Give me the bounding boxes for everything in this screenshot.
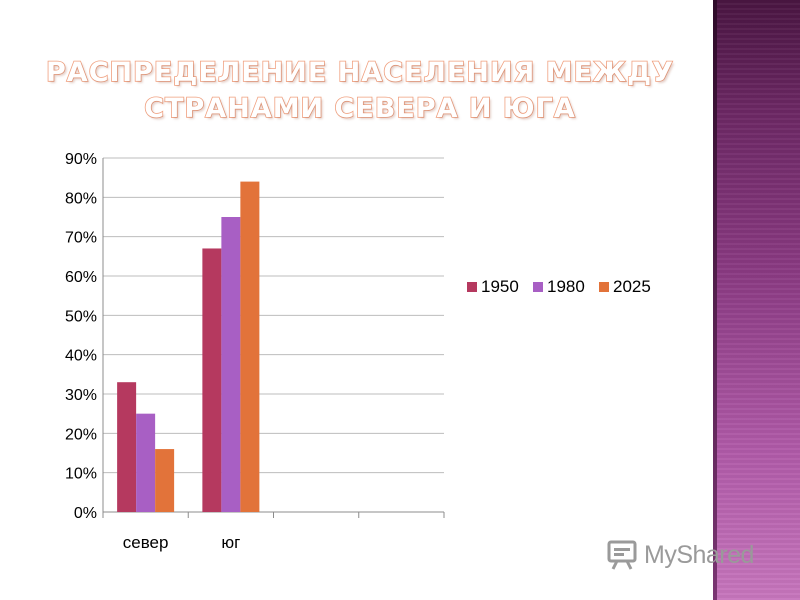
y-tick-label: 90% xyxy=(65,151,97,168)
bar-юг-1980 xyxy=(221,217,241,512)
chart-bars xyxy=(117,181,260,512)
chart-gridlines xyxy=(103,157,444,474)
presentation-board-icon xyxy=(607,540,637,570)
legend-swatch-2025 xyxy=(599,282,609,292)
y-tick-label: 60% xyxy=(65,269,97,286)
y-tick-label: 70% xyxy=(65,230,97,247)
bar-юг-2025 xyxy=(240,181,260,512)
bar-север-2025 xyxy=(155,449,175,512)
legend-label-2025: 2025 xyxy=(613,277,651,296)
bar-север-1980 xyxy=(136,413,156,512)
x-axis-tick-labels: север юг xyxy=(123,533,241,552)
x-tick-label: север xyxy=(123,533,169,552)
chart-legend: 1950 1980 2025 xyxy=(467,277,651,296)
legend-swatch-1950 xyxy=(467,282,477,292)
bar-север-1950 xyxy=(117,382,137,512)
x-tick-label: юг xyxy=(221,533,240,552)
legend-label-1980: 1980 xyxy=(547,277,585,296)
legend-label-1950: 1950 xyxy=(481,277,519,296)
title-line-1: РАСПРЕДЕЛЕНИЕ НАСЕЛЕНИЯ МЕЖДУ xyxy=(45,56,674,89)
y-tick-label: 80% xyxy=(65,190,97,207)
y-axis-tick-labels: 0% 10% 20% 30% 40% 50% 60% 70% 80% 90% xyxy=(65,151,97,522)
legend-swatch-1980 xyxy=(533,282,543,292)
y-tick-label: 30% xyxy=(65,387,97,404)
y-tick-label: 0% xyxy=(74,505,97,522)
y-tick-label: 10% xyxy=(65,466,97,483)
title-line-2: СТРАНАМИ СЕВЕРА И ЮГА xyxy=(143,92,576,125)
y-tick-label: 20% xyxy=(65,426,97,443)
y-tick-label: 50% xyxy=(65,308,97,325)
watermark-logo: MyShared xyxy=(606,538,754,572)
slide-title: РАСПРЕДЕЛЕНИЕ НАСЕЛЕНИЯ МЕЖДУ СТРАНАМИ С… xyxy=(40,55,680,127)
y-tick-label: 40% xyxy=(65,348,97,365)
side-decoration-band xyxy=(713,0,800,600)
watermark-text: MyShared xyxy=(644,540,754,569)
bar-юг-1950 xyxy=(202,248,222,512)
